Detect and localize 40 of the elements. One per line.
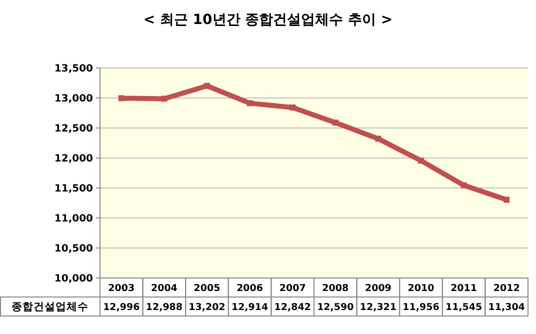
chart-title: < 최근 10년간 종합건설업체수 추이 > bbox=[143, 12, 393, 28]
point bbox=[332, 120, 338, 126]
data-label: 11,956 bbox=[402, 302, 440, 313]
data-label: 11,545 bbox=[445, 302, 482, 313]
point bbox=[290, 104, 296, 110]
x-tick-label: 2006 bbox=[236, 282, 264, 294]
data-label: 12,914 bbox=[231, 302, 269, 313]
point bbox=[504, 196, 510, 203]
data-label: 12,842 bbox=[274, 302, 311, 313]
text: 종합건설업체수 bbox=[12, 301, 88, 314]
point bbox=[161, 96, 168, 102]
data-label: 13,202 bbox=[188, 302, 226, 313]
y-tick-label: 11,500 bbox=[54, 184, 94, 194]
data-label: 12,590 bbox=[317, 302, 354, 313]
y-tick-label: 13,000 bbox=[54, 94, 94, 104]
data-label: 12,988 bbox=[146, 302, 183, 313]
point bbox=[118, 95, 124, 102]
y-tick-label: 10,000 bbox=[54, 274, 94, 284]
data-label: 11,304 bbox=[488, 302, 526, 313]
x-tick-label: 2007 bbox=[279, 282, 306, 294]
point bbox=[204, 82, 210, 89]
point bbox=[418, 158, 424, 164]
y-tick-label: 11,000 bbox=[54, 214, 94, 224]
point bbox=[246, 100, 253, 106]
y-tick-label: 10,500 bbox=[54, 244, 94, 254]
point bbox=[460, 182, 467, 188]
x-tick-label: 2011 bbox=[450, 282, 478, 294]
x-tick-label: 2004 bbox=[150, 282, 178, 294]
x-tick-label: 2008 bbox=[322, 282, 350, 294]
x-tick-label: 2005 bbox=[194, 282, 220, 294]
x-tick-label: 2009 bbox=[364, 282, 392, 294]
x-tick-label: 2010 bbox=[408, 282, 435, 294]
x-tick-label: 2012 bbox=[493, 282, 520, 294]
data-label: 12,996 bbox=[103, 302, 140, 313]
data-label: 12,321 bbox=[360, 302, 397, 313]
point bbox=[375, 136, 382, 142]
y-tick-label: 12,500 bbox=[54, 124, 94, 134]
y-tick-label: 12,000 bbox=[54, 154, 94, 164]
x-tick-label: 2003 bbox=[108, 282, 135, 294]
y-tick-label: 13,500 bbox=[54, 64, 94, 74]
